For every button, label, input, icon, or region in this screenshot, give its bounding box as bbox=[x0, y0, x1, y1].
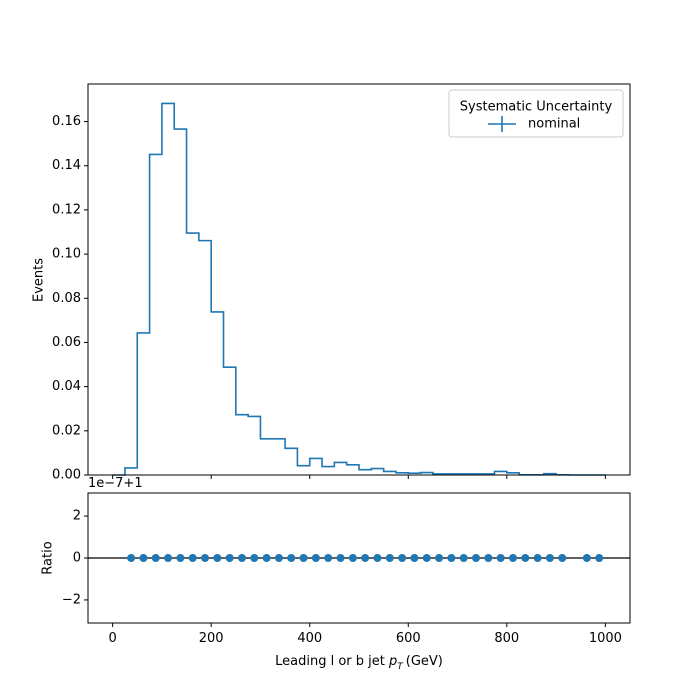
legend-entry-nominal: nominal bbox=[528, 117, 580, 132]
ratio-point bbox=[225, 554, 234, 562]
ratio-point bbox=[472, 554, 481, 562]
ratio-point bbox=[299, 554, 308, 562]
y-tick-label: 0.04 bbox=[52, 379, 81, 394]
ratio-point bbox=[201, 554, 210, 562]
ratio-point bbox=[533, 554, 542, 562]
ratio-point bbox=[274, 554, 283, 562]
ratio-point bbox=[508, 554, 517, 562]
y-tick-label: 0.14 bbox=[52, 158, 81, 173]
x-tick-label: 200 bbox=[199, 631, 224, 646]
y-axis-label: Events bbox=[32, 258, 47, 302]
ratio-plot-frame bbox=[87, 492, 631, 624]
ratio-point bbox=[336, 554, 345, 562]
y-tick-label: 0.12 bbox=[52, 202, 81, 217]
ratio-y-axis-label: Ratio bbox=[41, 541, 56, 574]
legend-title: Systematic Uncertainty bbox=[460, 100, 613, 115]
legend-box bbox=[448, 89, 624, 138]
ratio-point bbox=[127, 554, 136, 562]
ratio-point bbox=[164, 554, 173, 562]
ratio-point bbox=[398, 554, 407, 562]
ratio-point bbox=[558, 554, 567, 562]
ratio-point bbox=[139, 554, 148, 562]
ratio-point bbox=[324, 554, 333, 562]
x-tick-label: 600 bbox=[396, 631, 421, 646]
x-axis-label-unit: (GeV) bbox=[406, 654, 443, 669]
legend: Systematic Uncertainty nominal bbox=[448, 89, 624, 138]
y-tick-label: 0.10 bbox=[52, 247, 81, 262]
x-axis-label-text: Leading l or b jet bbox=[275, 654, 385, 669]
ratio-point bbox=[262, 554, 271, 562]
ratio-point bbox=[250, 554, 259, 562]
nominal-step-line bbox=[112, 102, 606, 476]
x-axis-label-sub: T bbox=[397, 662, 404, 672]
y-tick-label: 0.08 bbox=[52, 291, 81, 306]
ratio-point bbox=[385, 554, 394, 562]
x-tick-label: 800 bbox=[494, 631, 519, 646]
ratio-point bbox=[287, 554, 296, 562]
ratio-offset-text: 1e−7+1 bbox=[88, 476, 143, 491]
ratio-point bbox=[459, 554, 468, 562]
ratio-point bbox=[348, 554, 357, 562]
ratio-point bbox=[447, 554, 456, 562]
main-panel: 0.00 0.02 0.04 0.06 0.08 0.10 0.12 0.14 0.16 Eve… bbox=[32, 83, 631, 483]
main-plot-frame bbox=[87, 83, 631, 476]
y-tick-label: 0.00 bbox=[52, 468, 81, 483]
y-tick-label: 0.16 bbox=[52, 114, 81, 129]
ratio-point bbox=[422, 554, 431, 562]
y-tick-label: 0.02 bbox=[52, 423, 81, 438]
x-tick-label: 400 bbox=[297, 631, 322, 646]
x-tick-label: 0 bbox=[108, 631, 116, 646]
x-tick-label: 1000 bbox=[589, 631, 622, 646]
ratio-point bbox=[151, 554, 160, 562]
ratio-point bbox=[188, 554, 197, 562]
ratio-point bbox=[311, 554, 320, 562]
ratio-point bbox=[176, 554, 185, 562]
x-axis-label-var: p bbox=[388, 654, 397, 669]
ratio-point bbox=[373, 554, 382, 562]
y-tick-label: 0.06 bbox=[52, 335, 81, 350]
ratio-point bbox=[237, 554, 246, 562]
ratio-point bbox=[582, 554, 591, 562]
ratio-point bbox=[410, 554, 419, 562]
ratio-point bbox=[435, 554, 444, 562]
ratio-point bbox=[545, 554, 554, 562]
ratio-point bbox=[484, 554, 493, 562]
x-axis-label: Leading l or b jet pT (GeV) bbox=[275, 654, 443, 672]
main-plot-area bbox=[88, 84, 630, 475]
ratio-point bbox=[213, 554, 222, 562]
ratio-point bbox=[496, 554, 505, 562]
ratio-point bbox=[361, 554, 370, 562]
ratio-point bbox=[595, 554, 604, 562]
ratio-y-tick-label: −2 bbox=[62, 592, 81, 607]
ratio-y-tick-label: 2 bbox=[73, 509, 81, 524]
ratio-y-tick-label: 0 bbox=[73, 551, 81, 566]
ratio-panel: −2 0 2 0 200 400 600 800 1000 1e−7+1 Ratio Lead… bbox=[41, 476, 631, 672]
ratio-point bbox=[521, 554, 530, 562]
